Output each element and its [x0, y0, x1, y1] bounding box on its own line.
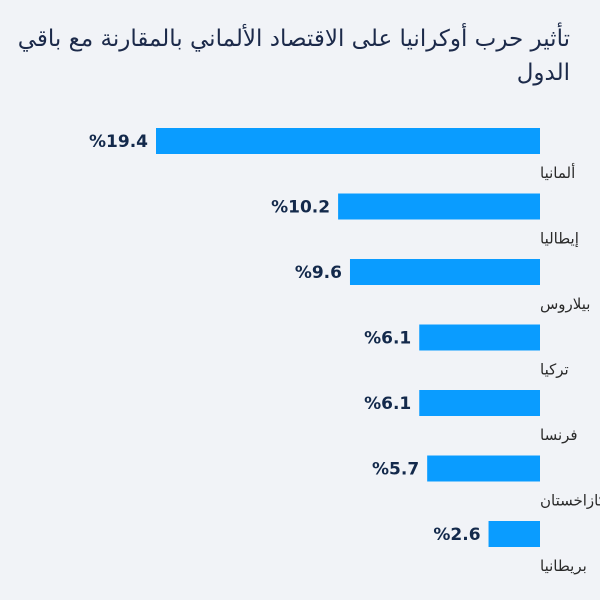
- value-label-2: %9.6: [295, 263, 342, 283]
- bar-6: [488, 521, 540, 547]
- bar-2: [349, 259, 540, 285]
- category-label-0: ألمانيا: [540, 163, 575, 182]
- category-label-5: كازاخستان: [540, 492, 600, 510]
- value-label-6: %2.6: [433, 525, 480, 545]
- category-label-2: بيلاروس: [540, 295, 590, 313]
- category-label-3: تركيا: [540, 361, 569, 379]
- value-label-5: %5.7: [372, 460, 419, 480]
- chart-title: تأثير حرب أوكرانيا على الاقتصاد الألماني…: [17, 26, 570, 86]
- value-label-0: %19.4: [89, 132, 148, 152]
- bar-0: [156, 128, 540, 154]
- category-label-1: إيطاليا: [540, 230, 579, 248]
- bar-5: [427, 455, 540, 482]
- bar-1: [338, 193, 540, 220]
- value-label-3: %6.1: [364, 329, 411, 349]
- bar-4: [419, 390, 540, 416]
- value-label-4: %6.1: [364, 394, 411, 414]
- bar-3: [419, 324, 540, 351]
- value-label-1: %10.2: [271, 198, 330, 218]
- category-label-4: فرنسا: [540, 426, 578, 444]
- category-label-6: بريطانيا: [540, 557, 587, 575]
